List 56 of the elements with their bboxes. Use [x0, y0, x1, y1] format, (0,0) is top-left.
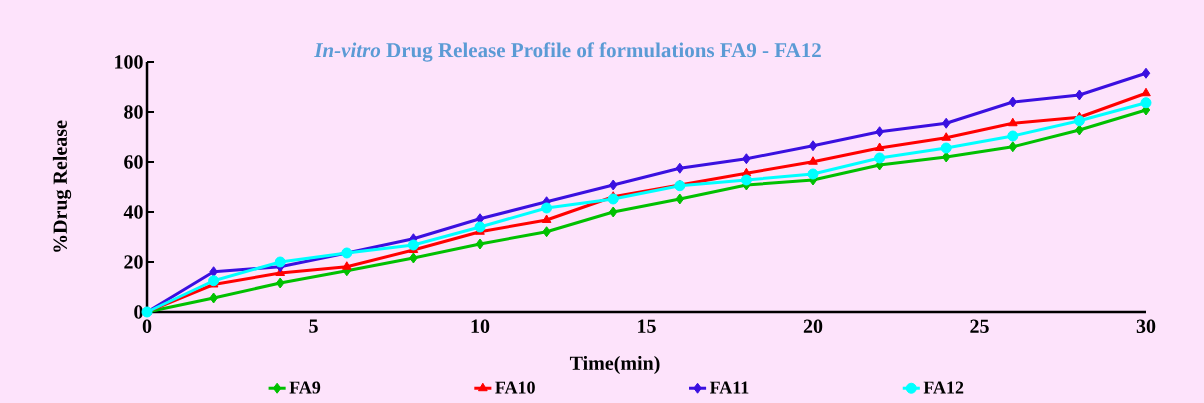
point [475, 238, 485, 250]
point [674, 180, 686, 192]
y-tick-label: 0 [134, 305, 143, 319]
point [541, 214, 552, 223]
point [608, 179, 618, 191]
x-tick-label: 15 [638, 319, 656, 333]
point [875, 126, 884, 138]
x-tick-label: 10 [471, 319, 490, 334]
point [341, 261, 352, 270]
point [1141, 87, 1151, 97]
point [941, 117, 951, 129]
point [1075, 124, 1084, 136]
point [542, 226, 551, 238]
x-tick-label: 5 [309, 319, 318, 333]
point [209, 292, 218, 304]
point [274, 256, 286, 268]
point [409, 252, 418, 264]
point [808, 140, 818, 152]
y-tick-label: 100 [115, 55, 143, 69]
point [1140, 97, 1152, 109]
point [742, 153, 751, 165]
point [541, 202, 553, 214]
point [808, 156, 818, 165]
y-tick-label: 20 [124, 255, 143, 269]
chart-title: In-vitro Drug Release Profile of formulations FA9 - FA12 [314, 42, 821, 62]
point [1007, 130, 1019, 142]
point [1073, 115, 1085, 127]
x-tick-label: 25 [970, 319, 989, 333]
x-tick-label: 20 [803, 319, 823, 334]
point [740, 174, 752, 186]
point [407, 239, 419, 251]
legend-label: FA10 [495, 381, 535, 394]
legend-label: FA11 [709, 381, 749, 394]
point [1008, 141, 1018, 153]
x-axis-title: Time(min) [569, 355, 660, 375]
point [474, 221, 486, 233]
point [874, 152, 886, 164]
y-tick-label: 80 [124, 105, 143, 119]
x-tick-label: 30 [1136, 319, 1156, 334]
point [874, 142, 885, 151]
point [1141, 67, 1151, 79]
y-axis-title: %Drug Release [52, 120, 72, 252]
point [675, 193, 685, 205]
point [941, 132, 952, 141]
point [675, 162, 685, 174]
point [940, 142, 952, 154]
point [1075, 89, 1084, 101]
legend-label: FA9 [289, 381, 321, 394]
point [1007, 117, 1018, 127]
point [607, 193, 619, 205]
legend-label: FA12 [923, 381, 964, 394]
point [275, 277, 285, 289]
y-tick-label: 40 [123, 205, 143, 219]
point [608, 206, 618, 218]
point [807, 168, 819, 180]
y-tick-label: 60 [124, 155, 143, 169]
